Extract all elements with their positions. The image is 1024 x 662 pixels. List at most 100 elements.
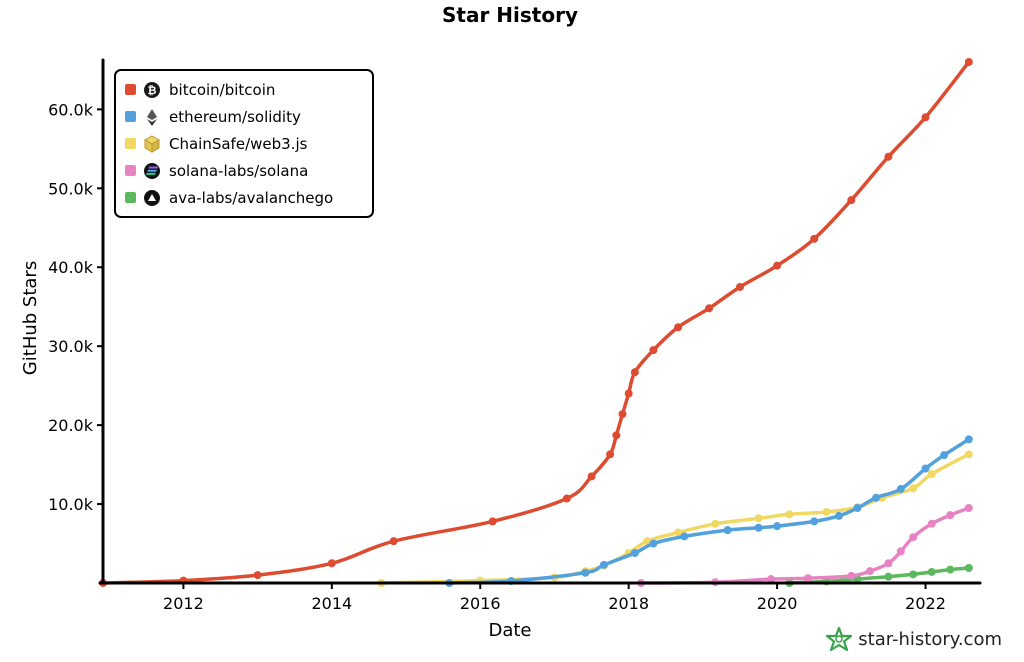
- data-point: [822, 507, 831, 516]
- data-point: [896, 485, 905, 494]
- y-tick-label: 20.0k: [48, 416, 94, 435]
- data-point: [674, 528, 683, 537]
- data-point: [587, 472, 596, 481]
- y-axis-label: GitHub Stars: [20, 261, 41, 375]
- data-point: [723, 526, 732, 535]
- data-point: [680, 532, 689, 541]
- chart-title: Star History: [442, 3, 578, 27]
- data-point: [612, 431, 621, 440]
- legend-label: ava-labs/avalanchego: [169, 189, 333, 207]
- data-point: [964, 435, 973, 444]
- data-point: [754, 523, 763, 532]
- series-ethereum-solidity: [445, 435, 973, 587]
- data-point: [643, 537, 652, 546]
- y-tick-label: 10.0k: [48, 495, 94, 514]
- x-tick-label: 2022: [905, 594, 946, 613]
- data-point: [946, 565, 955, 574]
- data-point: [909, 570, 918, 579]
- data-point: [711, 519, 720, 528]
- data-point: [884, 559, 893, 568]
- data-point: [562, 494, 571, 503]
- data-point: [927, 519, 936, 528]
- data-point: [581, 568, 590, 577]
- legend: ₿ bitcoin/bitcoin ethereum/solidity ChainSa…: [114, 69, 374, 218]
- data-point: [606, 450, 615, 459]
- data-point: [872, 493, 881, 502]
- data-point: [896, 547, 905, 556]
- legend-label: ChainSafe/web3.js: [169, 135, 308, 153]
- data-point: [847, 196, 856, 205]
- legend-label: ethereum/solidity: [169, 108, 301, 126]
- legend-item[interactable]: ethereum/solidity: [125, 108, 301, 126]
- data-point: [804, 574, 813, 583]
- legend-swatch: [125, 111, 136, 122]
- legend-label: bitcoin/bitcoin: [169, 81, 275, 99]
- x-axis-label: Date: [488, 620, 531, 641]
- bitcoin-logo-icon: ₿: [144, 82, 160, 98]
- data-point: [674, 323, 683, 332]
- data-point: [773, 522, 782, 531]
- y-tick-label: 30.0k: [48, 337, 94, 356]
- data-point: [754, 514, 763, 523]
- legend-item[interactable]: ₿ bitcoin/bitcoin: [125, 81, 275, 99]
- legend-item[interactable]: ChainSafe/web3.js: [125, 135, 308, 153]
- legend-swatch: [125, 138, 136, 149]
- avalanche-logo-icon: [144, 190, 160, 206]
- solana-logo-icon: [144, 163, 160, 179]
- legend-swatch: [125, 192, 136, 203]
- data-point: [884, 572, 893, 581]
- y-tick-label: 50.0k: [48, 179, 94, 198]
- series-line: [101, 60, 971, 585]
- series-line: [639, 506, 971, 585]
- data-point: [853, 504, 862, 513]
- data-point: [834, 511, 843, 520]
- legend-label: solana-labs/solana: [169, 162, 308, 180]
- data-point: [964, 504, 973, 513]
- data-point: [649, 346, 658, 355]
- ethereum-diamond-icon: [147, 109, 157, 126]
- data-point: [964, 58, 973, 66]
- data-point: [785, 510, 794, 519]
- series-lines: [99, 58, 973, 587]
- data-point: [599, 560, 608, 569]
- x-axis-ticks: 2012 2014 2016 2018 2020 2022: [163, 583, 946, 613]
- data-point: [766, 575, 775, 584]
- data-point: [810, 234, 819, 243]
- data-point: [865, 567, 874, 576]
- data-point: [705, 304, 714, 313]
- data-point: [649, 539, 658, 548]
- legend-swatch: [125, 84, 136, 95]
- data-point: [735, 282, 744, 291]
- legend-item[interactable]: solana-labs/solana: [125, 162, 308, 180]
- x-tick-label: 2016: [460, 594, 501, 613]
- data-point: [927, 470, 936, 479]
- y-tick-label: 40.0k: [48, 258, 94, 277]
- data-point: [773, 261, 782, 270]
- y-tick-label: 60.0k: [48, 100, 94, 119]
- data-point: [964, 564, 973, 573]
- data-point: [921, 464, 930, 473]
- x-tick-label: 2012: [163, 594, 204, 613]
- data-point: [630, 549, 639, 558]
- x-tick-label: 2020: [757, 594, 798, 613]
- data-point: [927, 567, 936, 576]
- data-point: [618, 410, 627, 419]
- data-point: [921, 113, 930, 122]
- data-point: [253, 571, 262, 580]
- data-point: [624, 389, 633, 398]
- data-point: [946, 511, 955, 520]
- web3js-cube-icon: [143, 135, 161, 153]
- y-axis-ticks: 10.0k 20.0k 30.0k 40.0k 50.0k 60.0k: [48, 100, 103, 514]
- data-point: [389, 537, 398, 546]
- star-history-brand-text: star-history.com: [858, 628, 1002, 650]
- data-point: [909, 484, 918, 493]
- data-point: [488, 517, 497, 526]
- series-ava-labs-avalanchego: [785, 564, 973, 587]
- data-point: [909, 533, 918, 542]
- data-point: [810, 517, 819, 526]
- series-bitcoin-bitcoin: [99, 58, 973, 587]
- data-point: [327, 559, 336, 568]
- star-history-branding[interactable]: star-history.com: [826, 626, 1002, 652]
- legend-item[interactable]: ava-labs/avalanchego: [125, 189, 333, 207]
